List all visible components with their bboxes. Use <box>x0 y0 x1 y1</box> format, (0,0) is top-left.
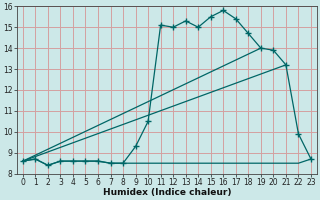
X-axis label: Humidex (Indice chaleur): Humidex (Indice chaleur) <box>103 188 231 197</box>
